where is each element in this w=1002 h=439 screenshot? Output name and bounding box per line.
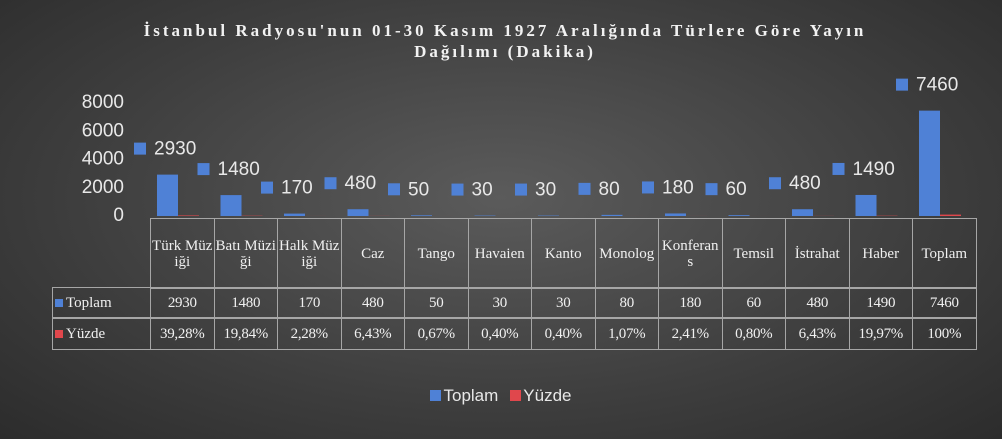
table-value: 100% (912, 317, 977, 350)
data-label: 7460 (916, 75, 958, 96)
label-key (578, 182, 591, 195)
bar (284, 213, 305, 216)
category-cell: İstrahat (785, 218, 850, 289)
table-value: 80 (594, 287, 659, 319)
table-value: 1,07% (594, 317, 659, 350)
y-tick-label: 8000 (82, 92, 124, 113)
data-label: 80 (599, 179, 620, 200)
category-cell: Kanto (531, 218, 596, 289)
category-cell: Batı Müziği (213, 218, 278, 289)
table-value: 0,40% (467, 317, 532, 350)
bar (347, 209, 369, 216)
label-key (832, 162, 845, 175)
table-value: 30 (467, 287, 532, 319)
legend-label: Yüzde (523, 386, 572, 405)
chart-title: İstanbul Radyosu'nun 01-30 Kasım 1927 Ar… (143, 21, 867, 61)
table-value: 50 (404, 287, 469, 319)
category-cell: Tango (404, 218, 469, 289)
table-value: 6,43% (785, 317, 850, 350)
table-value: 6,43% (340, 317, 405, 350)
label-key (515, 183, 527, 196)
table-value: 2,41% (658, 317, 723, 350)
legend-item: Yüzde (510, 386, 572, 405)
data-label: 180 (662, 177, 694, 198)
label-key (705, 183, 718, 196)
data-label: 30 (535, 180, 556, 201)
table-value: 480 (340, 287, 405, 319)
table-value: 1480 (213, 287, 278, 319)
bar (220, 195, 242, 216)
table-value: 2930 (150, 287, 215, 319)
category-cell: Havaien (467, 218, 532, 289)
label-key (451, 183, 464, 196)
legend-label: Toplam (443, 386, 499, 405)
data-label: 50 (408, 179, 429, 200)
y-tick-label: 0 (113, 205, 124, 226)
label-key (134, 142, 146, 155)
category-cell: Konferans (658, 218, 723, 289)
label-key (769, 177, 781, 190)
table-value: 0,80% (721, 317, 786, 350)
category-cell: Toplam (912, 218, 977, 289)
bar (728, 215, 750, 216)
label-key (642, 181, 654, 194)
label-key (896, 78, 908, 91)
table-value: 19,97% (848, 317, 913, 350)
row-label: Toplam (66, 295, 112, 311)
label-key (197, 163, 210, 176)
data-label: 480 (789, 173, 821, 194)
bar (855, 194, 877, 216)
table-value: 180 (658, 287, 723, 319)
data-label: 1480 (218, 159, 260, 180)
table-value: 19,84% (213, 317, 278, 350)
bar (157, 174, 178, 216)
table-value: 0,67% (404, 317, 469, 350)
table-value: 39,28% (150, 317, 215, 350)
category-cell: Türk Müziği (150, 218, 215, 289)
legend-item: Toplam (430, 386, 498, 405)
data-label: 30 (472, 180, 493, 201)
row-label: Yüzde (66, 325, 106, 342)
table-value: 170 (277, 287, 342, 319)
table-value: 0,40% (531, 317, 596, 350)
legend-key (55, 299, 63, 307)
table-value: 480 (785, 287, 850, 319)
bar (178, 215, 199, 216)
bar (792, 209, 813, 216)
category-cell: Monolog (594, 218, 659, 289)
bar (940, 214, 961, 216)
table-value: 1490 (848, 287, 913, 319)
data-label: 2930 (154, 139, 196, 160)
legend-key (430, 390, 442, 401)
table-value: 2,28% (277, 317, 342, 350)
data-label: 1490 (853, 159, 895, 180)
legend-key (55, 329, 63, 338)
label-key (324, 177, 337, 190)
category-cell: Temsil (721, 218, 786, 289)
category-cell: Haber (848, 218, 913, 289)
bar (411, 215, 432, 216)
legend: Toplam Yüzde (0, 386, 1002, 406)
row-header: Yüzde (52, 317, 151, 350)
table-value: 7460 (912, 287, 977, 319)
y-tick-label: 2000 (82, 177, 124, 198)
bar (919, 110, 940, 216)
data-label: 60 (726, 179, 747, 200)
y-tick-label: 4000 (82, 149, 124, 170)
legend-key (510, 390, 522, 401)
row-header: Toplam (52, 287, 151, 319)
label-key (261, 181, 273, 194)
bar (665, 213, 686, 216)
table-value: 30 (531, 287, 596, 319)
table-value: 60 (721, 287, 786, 319)
label-key (388, 183, 400, 196)
data-label: 480 (345, 173, 377, 194)
y-tick-label: 6000 (82, 120, 124, 141)
category-cell: Caz (340, 218, 405, 289)
bar (601, 214, 623, 216)
data-label: 170 (281, 178, 313, 199)
category-cell: Halk Müziği (277, 218, 342, 289)
